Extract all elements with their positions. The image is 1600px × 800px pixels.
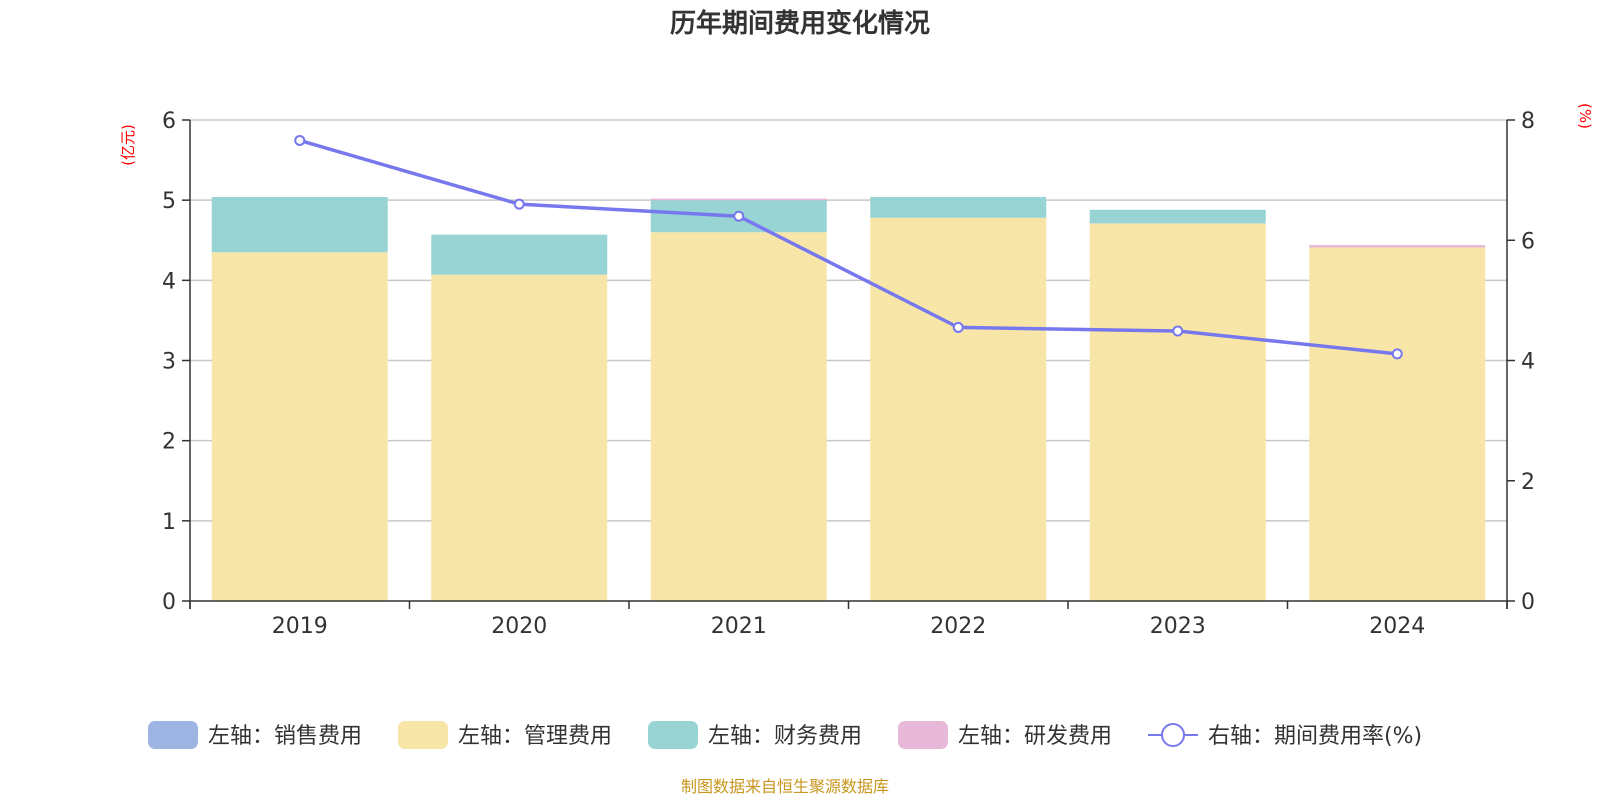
bar-admin-2022 <box>870 217 1047 601</box>
legend-circle-marker <box>1161 723 1185 747</box>
rate-line <box>299 138 1398 356</box>
grid-lines <box>190 119 1507 522</box>
legend-swatch <box>648 721 698 749</box>
bar-admin-2023 <box>1089 223 1266 602</box>
bar-admin-2019 <box>211 252 388 601</box>
bar-admin-2020 <box>431 274 608 601</box>
left-tick-label: 1 <box>162 510 176 535</box>
legend-label: 右轴：期间费用率(%) <box>1208 724 1422 749</box>
right-tick-label: 0 <box>1521 590 1535 615</box>
bar-rnd-2021 <box>650 198 827 201</box>
left-tick-label: 5 <box>162 189 176 214</box>
source-note: 制图数据来自恒生聚源数据库 <box>681 777 889 796</box>
rate-point-2020 <box>513 198 525 210</box>
bar-admin-2021 <box>650 232 827 601</box>
rate-line-series <box>294 134 1403 360</box>
right-tick-label: 6 <box>1521 229 1535 254</box>
bar-rnd-2024 <box>1309 245 1486 248</box>
bar-series <box>211 196 1486 602</box>
x-tick-label: 2019 <box>272 614 328 639</box>
rate-point-2024 <box>1391 348 1403 360</box>
right-tick-label: 2 <box>1521 470 1535 495</box>
left-tick-label: 4 <box>162 269 176 294</box>
legend-label: 左轴：研发费用 <box>958 724 1112 749</box>
legend-swatch <box>398 721 448 749</box>
bar-finance-2022 <box>870 196 1047 218</box>
bar-finance-2023 <box>1089 209 1266 224</box>
bar-finance-2020 <box>431 234 608 275</box>
bar-finance-2019 <box>211 196 388 253</box>
bar-admin-2024 <box>1309 247 1486 601</box>
right-tick-label: 8 <box>1521 109 1535 134</box>
rate-point-2019 <box>294 134 306 146</box>
x-tick-label: 2024 <box>1369 614 1425 639</box>
left-tick-label: 6 <box>162 109 176 134</box>
legend: 左轴：销售费用 左轴：管理费用 左轴：财务费用 左轴：研发费用 右轴：期间费用率(%) <box>148 721 1422 749</box>
left-tick-label: 0 <box>162 590 176 615</box>
x-tick-label: 2022 <box>930 614 986 639</box>
rate-point-2023 <box>1172 325 1184 337</box>
legend-label: 左轴：销售费用 <box>208 724 362 749</box>
chart-title: 历年期间费用变化情况 <box>670 8 930 39</box>
rate-point-2021 <box>733 210 745 222</box>
axes: 0 1 2 3 4 5 6 0 2 4 6 8 2019 2020 2021 2022 2023 2024 <box>162 109 1535 639</box>
right-axis-unit: (%) <box>1576 103 1594 129</box>
left-tick-label: 2 <box>162 430 176 455</box>
rate-point-2022 <box>952 321 964 333</box>
left-axis-unit: (亿元) <box>119 124 137 166</box>
legend-swatch <box>898 721 948 749</box>
x-tick-label: 2021 <box>711 614 767 639</box>
legend-swatch <box>148 721 198 749</box>
right-tick-label: 4 <box>1521 350 1535 375</box>
x-tick-label: 2023 <box>1150 614 1206 639</box>
x-tick-label: 2020 <box>491 614 547 639</box>
legend-label: 左轴：财务费用 <box>708 724 862 749</box>
legend-label: 左轴：管理费用 <box>458 724 612 749</box>
left-tick-label: 3 <box>162 350 176 375</box>
